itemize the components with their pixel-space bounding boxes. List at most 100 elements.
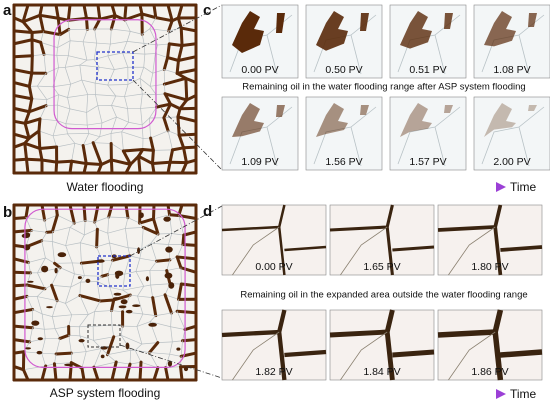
pore-throat — [43, 328, 56, 330]
pore-throat — [149, 106, 157, 119]
oil-blob — [46, 306, 53, 309]
pore-throat — [37, 117, 42, 133]
pore-throat — [67, 83, 71, 98]
pore-throat — [111, 95, 117, 106]
pore-throat — [137, 295, 154, 298]
pore-throat — [84, 220, 86, 236]
pore-throat — [45, 104, 58, 107]
pore-throat — [68, 159, 74, 175]
swept-boundary — [53, 19, 157, 130]
pore-throat — [120, 325, 123, 336]
pore-throat — [23, 365, 46, 371]
frame: 1.09 PV — [221, 96, 299, 171]
network-line — [397, 106, 461, 167]
pore-throat — [56, 47, 58, 56]
pore-throat — [122, 311, 144, 315]
pore-throat — [149, 85, 157, 96]
pore-throat — [45, 257, 55, 264]
pore-throat — [26, 272, 31, 286]
pore-throat — [67, 40, 71, 57]
pore-throat — [107, 232, 110, 244]
oil-cluster — [528, 13, 537, 27]
oil-blob — [112, 297, 121, 300]
pore-throat — [176, 55, 198, 63]
pore-throat — [140, 106, 157, 109]
pore-throat — [38, 146, 44, 162]
pore-throat — [65, 226, 71, 246]
pore-throat — [27, 71, 34, 88]
pore-throat — [86, 112, 88, 126]
pore-throat — [81, 143, 88, 166]
caption: Remaining oil in the expanded area outsi… — [240, 290, 527, 301]
pore-throat — [94, 28, 98, 44]
pore-throat — [71, 262, 75, 275]
pore-throat — [93, 203, 100, 224]
pore-throat — [164, 294, 179, 300]
oil-blob — [168, 282, 175, 289]
pore-throat — [181, 233, 186, 247]
zoom-box — [96, 51, 134, 81]
pore-throat — [51, 241, 67, 246]
oil-blob — [125, 342, 130, 350]
pore-throat — [129, 361, 142, 365]
pore-throat — [110, 28, 131, 32]
pore-throat — [141, 124, 144, 139]
pore-throat — [70, 281, 81, 288]
frame: 1.56 PV — [305, 96, 383, 171]
pore-throat — [73, 220, 86, 224]
pore-throat — [56, 300, 66, 304]
pore-throat — [129, 349, 132, 365]
pore-throat — [93, 339, 102, 349]
pore-throat — [127, 217, 140, 224]
pore-throat — [165, 353, 171, 368]
pore-throat — [38, 3, 44, 17]
caption: Remaining oil in the water flooding rang… — [242, 82, 525, 93]
oil-blob — [31, 320, 40, 326]
pore-throat — [122, 273, 126, 291]
oil-blob — [125, 309, 133, 314]
pore-throat — [107, 55, 115, 70]
pore-throat — [107, 69, 115, 86]
pore-throat — [99, 158, 113, 166]
oil-blob — [148, 322, 157, 327]
pore-throat — [110, 116, 117, 134]
pore-throat — [120, 334, 132, 351]
pore-throat — [179, 26, 198, 33]
pore-throat — [67, 97, 71, 110]
pore-throat — [152, 53, 156, 74]
pore-throat — [12, 54, 34, 59]
pore-throat — [163, 116, 179, 119]
pore-throat — [12, 106, 31, 114]
pore-throat — [149, 28, 169, 32]
pore-throat — [94, 310, 112, 312]
frame: 1.08 PV — [473, 4, 550, 79]
pore-throat — [54, 203, 59, 217]
pore-throat — [68, 334, 81, 337]
oil-cluster — [484, 11, 516, 47]
pore-throat — [180, 42, 198, 47]
pore-throat — [126, 41, 145, 44]
pore-throat — [139, 257, 158, 262]
pore-throat — [54, 326, 69, 330]
pore-throat — [150, 283, 171, 286]
pore-throat — [107, 354, 117, 363]
pore-throat — [155, 258, 172, 263]
pore-throat — [41, 313, 45, 330]
pore-throat — [84, 275, 103, 277]
pore-throat — [27, 129, 41, 140]
pore-throat — [123, 3, 128, 22]
pore-throat — [110, 360, 118, 382]
network-line — [232, 331, 280, 381]
pore-throat — [143, 284, 152, 287]
pore-throat — [109, 242, 114, 261]
pore-throat — [36, 288, 46, 297]
pore-throat — [109, 286, 124, 291]
pore-throat — [184, 158, 198, 165]
pore-throat — [124, 203, 130, 220]
pore-throat — [139, 248, 143, 259]
pore-throat — [46, 94, 59, 100]
pore-throat — [25, 283, 47, 291]
pore-throat — [125, 227, 144, 229]
pore-throat — [21, 13, 42, 24]
frame-bg — [329, 204, 435, 276]
